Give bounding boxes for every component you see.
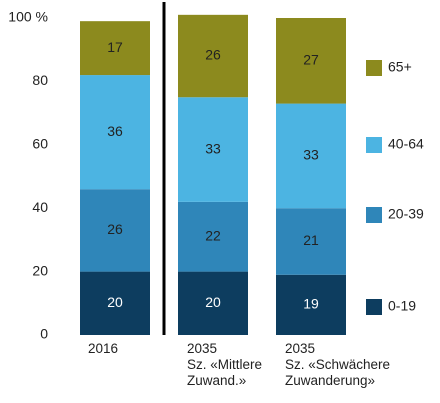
data-label: 22 bbox=[205, 227, 221, 243]
data-label: 20 bbox=[205, 294, 221, 310]
x-tick-label: 2035 Sz. «Mittlere Zuwand.» bbox=[187, 341, 263, 388]
legend-swatch bbox=[366, 137, 382, 153]
y-tick-label: 0 bbox=[40, 326, 48, 342]
data-label: 33 bbox=[303, 147, 319, 163]
x-tick-label: 2016 bbox=[88, 341, 119, 356]
bar-segment bbox=[80, 75, 150, 190]
legend-label: 20-39 bbox=[388, 206, 424, 222]
x-tick-label: 2035 Sz. «Schwächere Zuwanderung» bbox=[285, 341, 391, 388]
bar-segment bbox=[178, 97, 248, 202]
legend-swatch bbox=[366, 207, 382, 223]
data-label: 26 bbox=[107, 221, 123, 237]
y-tick-label: 20 bbox=[32, 262, 48, 278]
data-label: 26 bbox=[205, 47, 221, 63]
y-tick-label: 100 % bbox=[8, 9, 48, 25]
legend-swatch bbox=[366, 299, 382, 315]
legend-label: 0-19 bbox=[388, 298, 416, 314]
bar-segment bbox=[276, 103, 346, 209]
data-label: 21 bbox=[303, 232, 319, 248]
y-tick-label: 80 bbox=[32, 72, 48, 88]
bar-segment bbox=[276, 18, 346, 104]
data-label: 20 bbox=[107, 294, 123, 310]
bar-segment bbox=[80, 189, 150, 272]
legend-label: 40-64 bbox=[388, 136, 424, 152]
data-label: 36 bbox=[107, 123, 123, 139]
bar-segment bbox=[178, 271, 248, 335]
data-label: 17 bbox=[107, 39, 123, 55]
legend-swatch bbox=[366, 60, 382, 76]
data-label: 19 bbox=[303, 296, 319, 312]
bar-segment bbox=[80, 271, 150, 335]
data-label: 33 bbox=[205, 140, 221, 156]
y-tick-label: 60 bbox=[32, 136, 48, 152]
y-tick-label: 40 bbox=[32, 199, 48, 215]
legend-label: 65+ bbox=[388, 59, 412, 75]
data-label: 27 bbox=[303, 51, 319, 67]
bar-segment bbox=[80, 21, 150, 76]
bar-segment bbox=[276, 274, 346, 335]
bar-segment bbox=[178, 14, 248, 98]
bar-segment bbox=[276, 208, 346, 275]
bar-segment bbox=[178, 201, 248, 272]
